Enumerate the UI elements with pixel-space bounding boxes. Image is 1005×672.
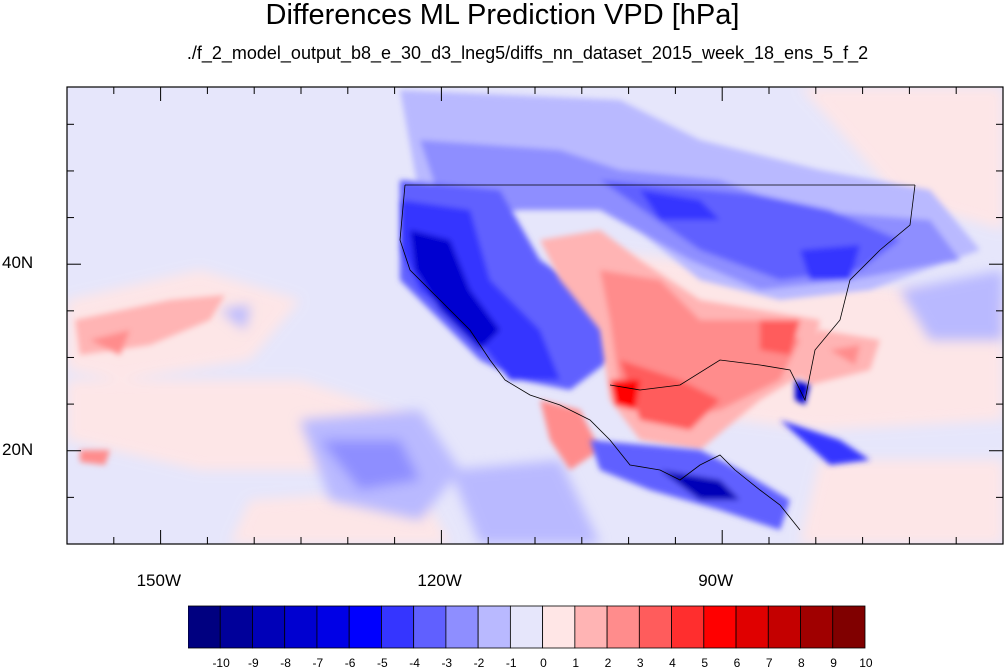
colorbar-swatch (413, 605, 447, 649)
colorbar-swatch (219, 605, 253, 649)
colorbar-swatch (574, 605, 608, 649)
colorbar-label: 0 (540, 656, 547, 670)
colorbar-swatch (703, 605, 737, 649)
colorbar-label: 8 (798, 656, 805, 670)
colorbar-swatch (671, 605, 705, 649)
colorbar-label: 2 (604, 656, 612, 670)
colorbar-label: -8 (280, 656, 291, 670)
plot-title: Differences ML Prediction VPD [hPa] (265, 0, 740, 31)
colorbar-label: 9 (830, 656, 837, 670)
colorbar-label: 4 (669, 656, 676, 670)
map-outlines (399, 184, 916, 531)
colorbar-label: -2 (473, 656, 485, 670)
colorbar-swatch (445, 605, 479, 649)
colorbar-swatch (381, 605, 415, 649)
colorbar-swatch (477, 605, 511, 649)
colorbar-swatch (606, 605, 640, 649)
colorbar-label: -9 (248, 656, 259, 670)
colorbar-swatch (348, 605, 382, 649)
colorbar-label: -7 (312, 656, 324, 670)
colorbar-label: -5 (376, 656, 388, 670)
colorbar-label: 1 (572, 656, 580, 670)
colorbar-swatch (252, 605, 286, 649)
colorbar-label: 3 (636, 656, 644, 670)
colorbar-swatch (316, 605, 350, 649)
colorbar-swatch (832, 605, 866, 649)
colorbar-label: -3 (441, 656, 453, 670)
colorbar-swatch (284, 605, 318, 649)
colorbar-swatch (800, 605, 834, 649)
colorbar-swatch (542, 605, 576, 649)
colorbar (188, 605, 866, 649)
colorbar-swatch (509, 605, 544, 649)
longitude-label: 150W (136, 571, 182, 590)
longitude-label: 120W (417, 571, 462, 590)
map-field (67, 87, 1003, 544)
latitude-label: 20N (2, 439, 34, 459)
colorbar-swatch (735, 605, 769, 649)
colorbar-swatch (638, 605, 672, 649)
colorbar-label: -10 (212, 656, 230, 670)
colorbar-swatch (767, 605, 801, 649)
plot-subtitle: ./f_2_model_output_b8_e_30_d3_lneg5/diff… (186, 43, 869, 63)
colorbar-label: -6 (344, 656, 356, 670)
colorbar-label: -1 (505, 656, 517, 670)
latitude-label: 40N (2, 253, 34, 273)
axis-ticks (67, 87, 1003, 544)
colorbar-swatch (188, 605, 221, 649)
longitude-label: 90W (698, 571, 734, 590)
colorbar-label: 7 (765, 656, 773, 670)
colorbar-label: -4 (409, 656, 420, 670)
colorbar-label: 6 (733, 656, 741, 670)
colorbar-label: 10 (859, 656, 873, 670)
colorbar-label: 5 (701, 656, 709, 670)
